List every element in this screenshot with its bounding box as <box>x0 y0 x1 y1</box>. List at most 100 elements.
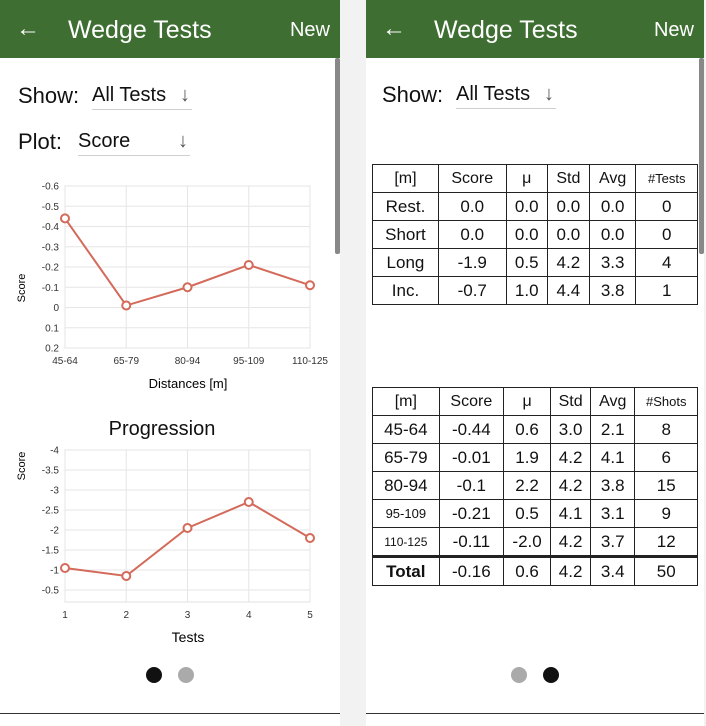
arrow-left-icon[interactable]: ← <box>16 15 40 42</box>
table-cell: -0.44 <box>438 415 505 444</box>
app-bar: ← Wedge Tests New <box>366 0 704 58</box>
scrollbar[interactable] <box>335 58 340 254</box>
y-axis-label: Score <box>16 452 28 481</box>
y-tick-label: -3 <box>50 486 59 497</box>
column-header: Score <box>437 164 507 193</box>
table-cell: 0.0 <box>546 192 590 221</box>
show-select[interactable]: All Tests ↓ <box>92 82 192 110</box>
arrow-left-icon[interactable]: ← <box>382 15 406 42</box>
new-button[interactable]: New <box>289 19 330 41</box>
table-cell: 0 <box>635 192 698 221</box>
row-label: 110-125 <box>372 527 440 557</box>
table-cell: 0.0 <box>588 192 637 221</box>
table-cell: -0.21 <box>438 499 505 528</box>
category-stats-table: [m] Score μ Std Avg #Tests Rest. 0.0 0.0 0.0 0.0 0 S… <box>372 164 698 305</box>
table-cell: 4.4 <box>546 276 590 305</box>
table-cell: 4 <box>635 248 698 277</box>
table-row: Short 0.0 0.0 0.0 0.0 0 <box>372 220 698 249</box>
table-header-row: [m] Score μ Std Avg #Tests <box>372 164 698 193</box>
row-label: Short <box>372 220 439 249</box>
x-tick-label: 2 <box>123 610 129 621</box>
row-label: 65-79 <box>372 443 440 472</box>
table-cell: 0.5 <box>505 248 548 277</box>
table-cell: 0.6 <box>502 415 552 444</box>
y-tick-label: -1 <box>50 566 59 577</box>
show-label: Show: <box>18 83 80 108</box>
table-cell: 15 <box>634 471 698 500</box>
page-indicator-2[interactable] <box>543 667 559 683</box>
data-point <box>305 280 315 291</box>
table-cell: 0.0 <box>546 220 590 249</box>
x-tick-label: 65-79 <box>113 356 139 367</box>
arrow-down-icon: ↓ <box>178 130 188 152</box>
plot-select[interactable]: Score ↓ <box>78 128 190 156</box>
column-header: #Tests <box>635 164 698 193</box>
table-cell: 2.2 <box>502 471 552 500</box>
table-cell: 0.5 <box>502 499 552 528</box>
data-point <box>60 563 70 573</box>
x-tick-label: 1 <box>62 610 68 621</box>
divider <box>0 713 340 714</box>
column-header: Std <box>550 387 592 416</box>
page-indicator-1[interactable] <box>511 667 527 683</box>
arrow-down-icon: ↓ <box>180 84 190 106</box>
table-cell: 0.0 <box>588 220 637 249</box>
column-header: [m] <box>372 164 439 193</box>
y-tick-label: 0.1 <box>45 323 59 334</box>
table-row: Total -0.16 0.6 4.2 3.4 50 <box>372 555 698 586</box>
row-label: Long <box>372 248 439 277</box>
score-by-distance-chart: Score Distances [m] -0.6 -0.5 -0.4 -0.3 -0.2… <box>16 182 328 392</box>
table-cell: -0.16 <box>438 555 505 586</box>
y-tick-label: 0.2 <box>45 344 59 355</box>
y-tick-label: -3.5 <box>42 466 60 477</box>
arrow-down-icon: ↓ <box>544 83 554 105</box>
x-tick-label: 5 <box>307 610 313 621</box>
show-select-value: All Tests <box>92 84 167 106</box>
table-cell: 50 <box>634 555 698 586</box>
y-tick-label: -0.3 <box>42 242 60 253</box>
column-header: Score <box>438 387 505 416</box>
table-row: Inc. -0.7 1.0 4.4 3.8 1 <box>372 276 698 305</box>
y-tick-label: -0.4 <box>42 222 60 233</box>
table-row: 110-125 -0.11 -2.0 4.2 3.7 12 <box>372 527 698 557</box>
column-header: Std <box>546 164 590 193</box>
page-indicator-2[interactable] <box>178 667 194 683</box>
table-cell: 0.0 <box>437 220 507 249</box>
table-cell: 1.0 <box>505 276 548 305</box>
x-tick-label: 3 <box>185 610 191 621</box>
scrollbar[interactable] <box>699 58 704 254</box>
row-label: Inc. <box>372 276 439 305</box>
app-title: Wedge Tests <box>434 16 578 44</box>
data-point <box>305 533 315 543</box>
plot-select-value: Score <box>78 130 131 152</box>
new-button[interactable]: New <box>653 19 694 41</box>
column-header: Avg <box>590 387 636 416</box>
data-point <box>121 571 132 581</box>
page-indicator-1[interactable] <box>146 667 162 683</box>
x-tick-label: 4 <box>246 610 252 621</box>
y-tick-label: -0.5 <box>42 586 60 597</box>
table-cell: 3.0 <box>550 415 592 444</box>
table-header-row: [m] Score μ Std Avg #Shots <box>372 387 698 416</box>
table-cell: 4.2 <box>546 248 590 277</box>
y-tick-label: -2.5 <box>42 506 60 517</box>
y-tick-label: -0.1 <box>42 283 60 294</box>
table-cell: 4.2 <box>550 527 592 557</box>
y-axis-label: Score <box>16 274 28 303</box>
table-cell: 4.1 <box>550 499 592 528</box>
show-select[interactable]: All Tests ↓ <box>456 81 556 109</box>
table-cell: 4.2 <box>550 443 592 472</box>
data-point <box>182 282 193 293</box>
data-point <box>182 523 193 533</box>
x-axis-label: Distances [m] <box>149 376 228 391</box>
table-cell: 0.0 <box>505 220 548 249</box>
column-header: μ <box>505 164 548 193</box>
column-header: Avg <box>588 164 637 193</box>
table-cell: -1.9 <box>437 248 507 277</box>
table-cell: 4.1 <box>590 443 636 472</box>
progression-chart: Score Tests -4 -3.5 -3 -2.5 -2 -1.5 -1 -0.5 1 2 3 4… <box>16 446 315 645</box>
divider <box>366 713 704 714</box>
app-bar: ← Wedge Tests New <box>0 0 340 58</box>
x-tick-label: 110-125 <box>292 356 328 367</box>
row-label: 95-109 <box>372 499 440 528</box>
